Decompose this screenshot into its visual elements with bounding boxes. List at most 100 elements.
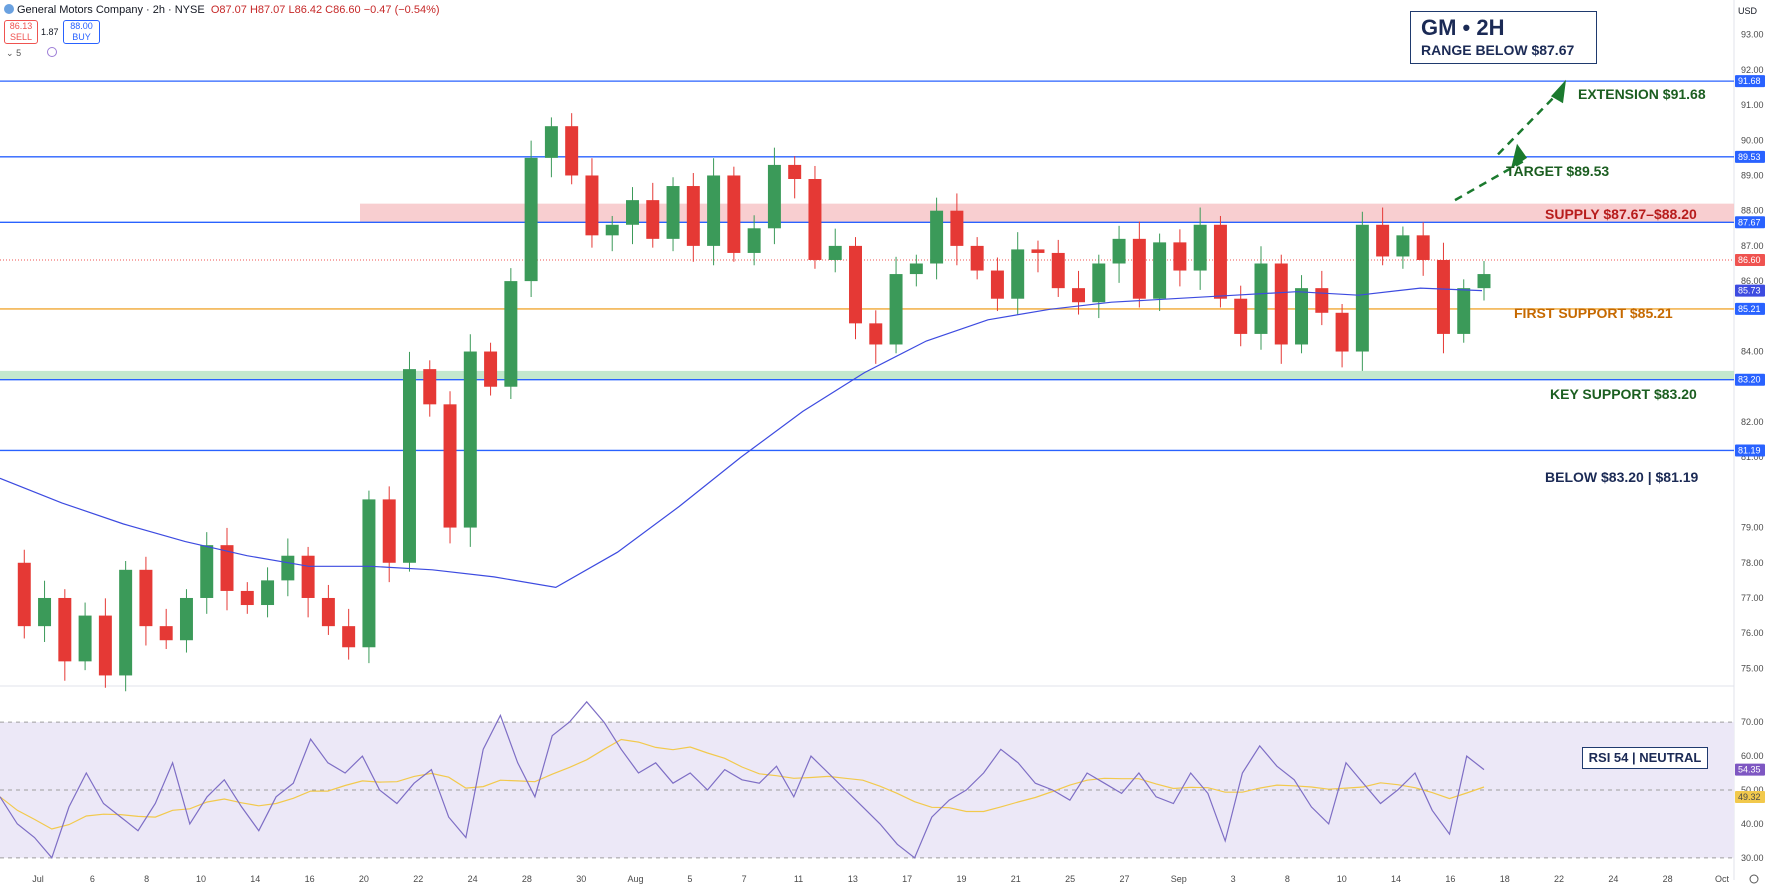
below-annotation: BELOW $83.20 | $81.19 bbox=[1545, 469, 1699, 485]
candle-up bbox=[828, 245, 842, 260]
candle-down bbox=[1051, 252, 1065, 289]
candle-down bbox=[1416, 235, 1430, 260]
price-axis-tick: 89.00 bbox=[1741, 170, 1764, 180]
indicators-toggle[interactable]: ⌄ 5 bbox=[6, 47, 58, 59]
price-tag-below: 81.19 bbox=[1738, 445, 1761, 455]
time-axis-tick: 6 bbox=[90, 874, 95, 884]
price-axis-tick: 90.00 bbox=[1741, 135, 1764, 145]
candle-up bbox=[38, 597, 52, 627]
price-axis-tick: 87.00 bbox=[1741, 241, 1764, 251]
time-axis-tick: 16 bbox=[305, 874, 315, 884]
candle-down bbox=[220, 545, 234, 591]
candle-down bbox=[950, 210, 964, 246]
time-axis-tick: 19 bbox=[956, 874, 966, 884]
candle-up bbox=[504, 281, 518, 387]
indicator-settings-icon[interactable] bbox=[47, 47, 58, 57]
buy-price: 88.00 bbox=[70, 21, 93, 31]
title-box-line2: RANGE BELOW $87.67 bbox=[1421, 42, 1575, 58]
candle-up bbox=[1153, 242, 1167, 299]
ma-value-tag: 85.73 bbox=[1738, 286, 1761, 296]
chart-title-box: GM • 2H RANGE BELOW $87.67 bbox=[1410, 11, 1597, 64]
projection-arrow bbox=[1454, 90, 1561, 202]
time-axis-tick: 10 bbox=[196, 874, 206, 884]
candle-up bbox=[666, 186, 680, 239]
price-tag-extension: 91.68 bbox=[1738, 76, 1761, 86]
key-support-annotation: KEY SUPPORT $83.20 bbox=[1550, 386, 1697, 402]
candle-down bbox=[240, 590, 254, 606]
candle-down bbox=[1376, 224, 1390, 257]
candle-down bbox=[301, 555, 315, 598]
candle-up bbox=[767, 164, 781, 229]
sell-button[interactable]: 86.13 SELL bbox=[4, 20, 38, 44]
time-axis-tick: 8 bbox=[1285, 874, 1290, 884]
current-price-tag: 86.60 bbox=[1738, 255, 1761, 265]
target-arrowhead bbox=[1511, 143, 1527, 169]
candle-down bbox=[342, 626, 356, 648]
ohlc-readout: O87.07 H87.07 L86.42 C86.60 −0.47 (−0.54… bbox=[210, 4, 440, 16]
candle-down bbox=[1234, 298, 1248, 334]
time-axis-tick: 22 bbox=[413, 874, 423, 884]
candle-down bbox=[990, 270, 1004, 299]
moving-average-line bbox=[0, 287, 1483, 589]
currency-label[interactable]: USD bbox=[1738, 6, 1758, 16]
candle-down bbox=[1335, 312, 1349, 352]
target-annotation: TARGET $89.53 bbox=[1506, 163, 1610, 179]
price-axis-tick: 84.00 bbox=[1741, 347, 1764, 357]
candle-down bbox=[382, 499, 396, 563]
candle-up bbox=[930, 210, 944, 264]
candle-up bbox=[1193, 224, 1207, 271]
candle-up bbox=[909, 263, 923, 275]
candle-down bbox=[321, 597, 335, 627]
time-axis-tick: 13 bbox=[848, 874, 858, 884]
time-axis-tick: 22 bbox=[1554, 874, 1564, 884]
candle-down bbox=[1132, 238, 1146, 299]
time-axis-tick: 17 bbox=[902, 874, 912, 884]
rsi-axis-tick: 50.00 bbox=[1741, 785, 1764, 795]
key-support-zone bbox=[0, 370, 1734, 380]
rsi-status-box: RSI 54 | NEUTRAL bbox=[1582, 747, 1708, 769]
time-axis-tick: 3 bbox=[1231, 874, 1236, 884]
candle-down bbox=[727, 175, 741, 253]
extension-arrowhead bbox=[1551, 79, 1566, 104]
candle-up bbox=[78, 615, 92, 662]
buy-button[interactable]: 88.00 BUY bbox=[63, 20, 100, 44]
candle-up bbox=[707, 175, 721, 246]
sell-label: SELL bbox=[9, 32, 33, 42]
time-axis-tick: 28 bbox=[1663, 874, 1673, 884]
candle-up bbox=[544, 126, 558, 158]
rsi-value-tag-bg bbox=[1735, 763, 1765, 776]
candle-up bbox=[1112, 238, 1126, 264]
candle-up bbox=[119, 569, 133, 676]
candle-down bbox=[565, 126, 579, 176]
time-axis-tick: 14 bbox=[250, 874, 260, 884]
price-tag-first-support: 85.21 bbox=[1738, 304, 1761, 314]
candle-down bbox=[808, 179, 822, 260]
time-axis-tick: 14 bbox=[1391, 874, 1401, 884]
candle-down bbox=[1274, 263, 1288, 345]
price-tag-supply-low: 87.67 bbox=[1738, 217, 1761, 227]
price-axis-tick: 88.00 bbox=[1741, 206, 1764, 216]
candle-up bbox=[1355, 224, 1369, 352]
candle-up bbox=[1295, 288, 1309, 345]
candle-down bbox=[1436, 259, 1450, 334]
price-axis-tick: 79.00 bbox=[1741, 523, 1764, 533]
rsi-axis-tick: 30.00 bbox=[1741, 853, 1764, 863]
time-axis-tick: 5 bbox=[687, 874, 692, 884]
candle-down bbox=[139, 569, 153, 627]
candle-up bbox=[362, 499, 376, 648]
price-axis-tick: 77.00 bbox=[1741, 593, 1764, 603]
candle-down bbox=[98, 615, 112, 676]
ma-tag-bg bbox=[1735, 284, 1765, 297]
settings-gear-icon bbox=[1749, 874, 1759, 884]
time-axis-tick: 30 bbox=[576, 874, 586, 884]
price-axis-tick: 81.00 bbox=[1741, 452, 1764, 462]
candle-down bbox=[970, 245, 984, 271]
price-axis-tick: 75.00 bbox=[1741, 663, 1764, 673]
candle-up bbox=[402, 369, 416, 563]
rsi-axis-tick: 60.00 bbox=[1741, 751, 1764, 761]
time-axis-tick: 24 bbox=[468, 874, 478, 884]
candle-down bbox=[159, 626, 173, 641]
time-axis-tick: 18 bbox=[1500, 874, 1510, 884]
price-axis-tick: 91.00 bbox=[1741, 100, 1764, 110]
